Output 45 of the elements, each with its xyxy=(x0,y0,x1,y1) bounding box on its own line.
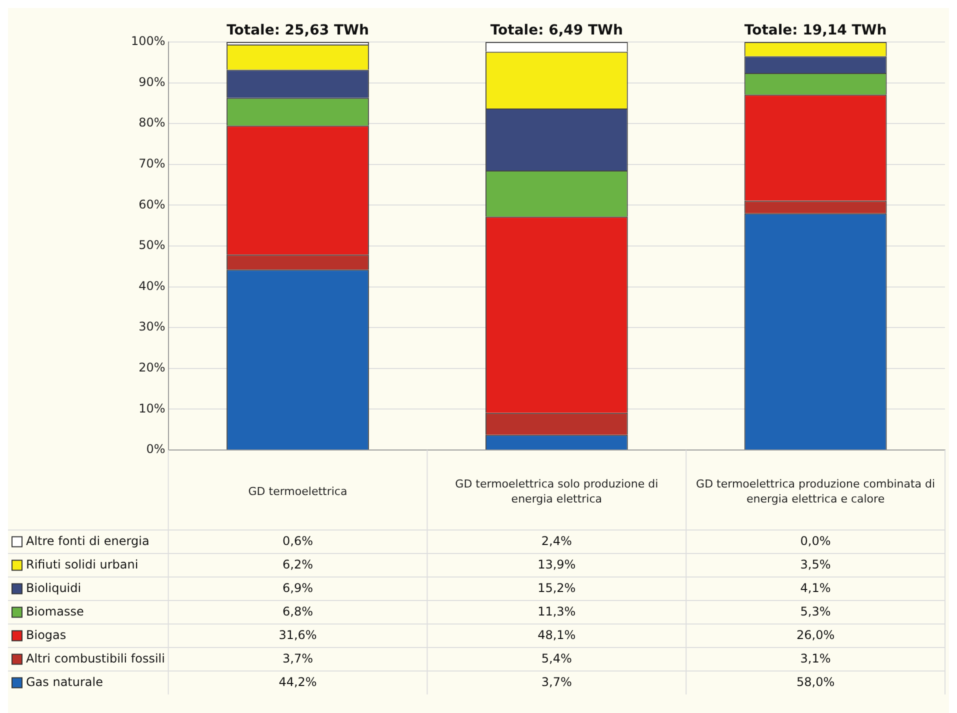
data-label: 2,4% xyxy=(541,534,572,548)
x-tick-label: GD termoelettrica xyxy=(248,484,348,498)
data-label: 3,7% xyxy=(541,674,572,689)
annotation: Totale: 6,49 TWh xyxy=(490,22,623,39)
data-label: 58,0% xyxy=(796,674,835,689)
legend-label: Biomasse xyxy=(26,604,84,618)
y-tick-label: 0% xyxy=(146,442,166,456)
data-label: 0,0% xyxy=(800,534,831,548)
y-tick-label: 70% xyxy=(138,156,166,171)
x-tick-label: GD termoelettrica produzione combinata di energia elettrica e calore xyxy=(696,477,936,506)
data-label: 5,3% xyxy=(800,604,831,618)
data-label: 26,0% xyxy=(796,628,835,642)
data-label: 15,2% xyxy=(538,580,576,595)
legend-label: Bioliquidi xyxy=(26,580,82,595)
data-label: 11,3% xyxy=(538,604,576,618)
y-tick-label: 90% xyxy=(138,74,166,89)
data-label: 5,4% xyxy=(541,651,572,666)
annotation: Totale: 25,63 TWh xyxy=(226,22,369,39)
y-tick-label: 30% xyxy=(138,320,166,334)
legend-label: Biogas xyxy=(26,628,66,642)
data-label: 48,1% xyxy=(538,628,576,642)
y-tick-label: 60% xyxy=(138,197,166,212)
data-label: 13,9% xyxy=(538,557,576,572)
y-tick-label: 40% xyxy=(138,278,166,293)
data-label: 3,7% xyxy=(282,651,314,666)
annotation: Totale: 19,14 TWh xyxy=(744,22,887,39)
x-tick-label: GD termoelettrica solo produzione di energia elettrica xyxy=(455,477,658,506)
data-label: 6,9% xyxy=(282,580,314,595)
data-label: 44,2% xyxy=(278,674,317,689)
data-label: 3,1% xyxy=(800,651,831,666)
legend-label: Altre fonti di energia xyxy=(26,534,150,548)
data-label: 3,5% xyxy=(800,557,831,572)
y-tick-label: 10% xyxy=(138,401,166,416)
legend-label: Gas naturale xyxy=(26,674,103,689)
y-tick-label: 20% xyxy=(138,360,166,375)
legend-label: Altri combustibili fossili xyxy=(26,651,165,666)
data-label: 0,6% xyxy=(282,534,314,548)
data-label: 31,6% xyxy=(278,628,317,642)
data-label: 6,2% xyxy=(282,557,314,572)
data-label: 4,1% xyxy=(800,580,831,595)
y-tick-label: 100% xyxy=(130,34,166,48)
y-tick-label: 80% xyxy=(138,116,166,130)
data-label: 6,8% xyxy=(282,604,314,618)
y-tick-label: 50% xyxy=(138,238,166,252)
legend-label: Rifiuti solidi urbani xyxy=(26,557,138,572)
